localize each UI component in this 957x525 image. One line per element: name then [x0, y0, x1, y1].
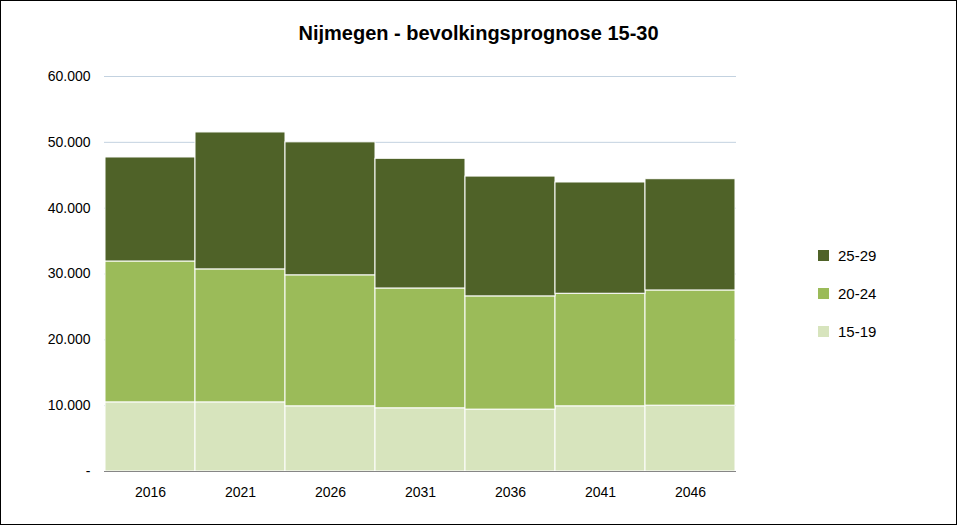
svg-text:2021: 2021 — [225, 484, 256, 500]
svg-text:2046: 2046 — [675, 484, 706, 500]
svg-text:2031: 2031 — [405, 484, 436, 500]
svg-text:60.000: 60.000 — [48, 68, 91, 84]
svg-text:2041: 2041 — [585, 484, 616, 500]
svg-text:2016: 2016 — [135, 484, 166, 500]
svg-text:20.000: 20.000 — [48, 331, 91, 347]
svg-text:10.000: 10.000 — [48, 397, 91, 413]
html-text:15-19: 15-19 — [838, 322, 877, 340]
html-text:20-24: 20-24 — [838, 284, 877, 302]
html-text:25-29: 25-29 — [838, 246, 877, 264]
svg-text:40.000: 40.000 — [48, 200, 91, 216]
svg-text:-: - — [86, 463, 91, 479]
svg-text:2026: 2026 — [315, 484, 346, 500]
svg-text:2036: 2036 — [495, 484, 526, 500]
svg-text:50.000: 50.000 — [48, 134, 91, 150]
html-text:Nijmegen - bevolkingsprognose: Nijmegen - bevolkingsprognose 15-30 — [298, 22, 659, 44]
svg-text:30.000: 30.000 — [48, 265, 91, 281]
